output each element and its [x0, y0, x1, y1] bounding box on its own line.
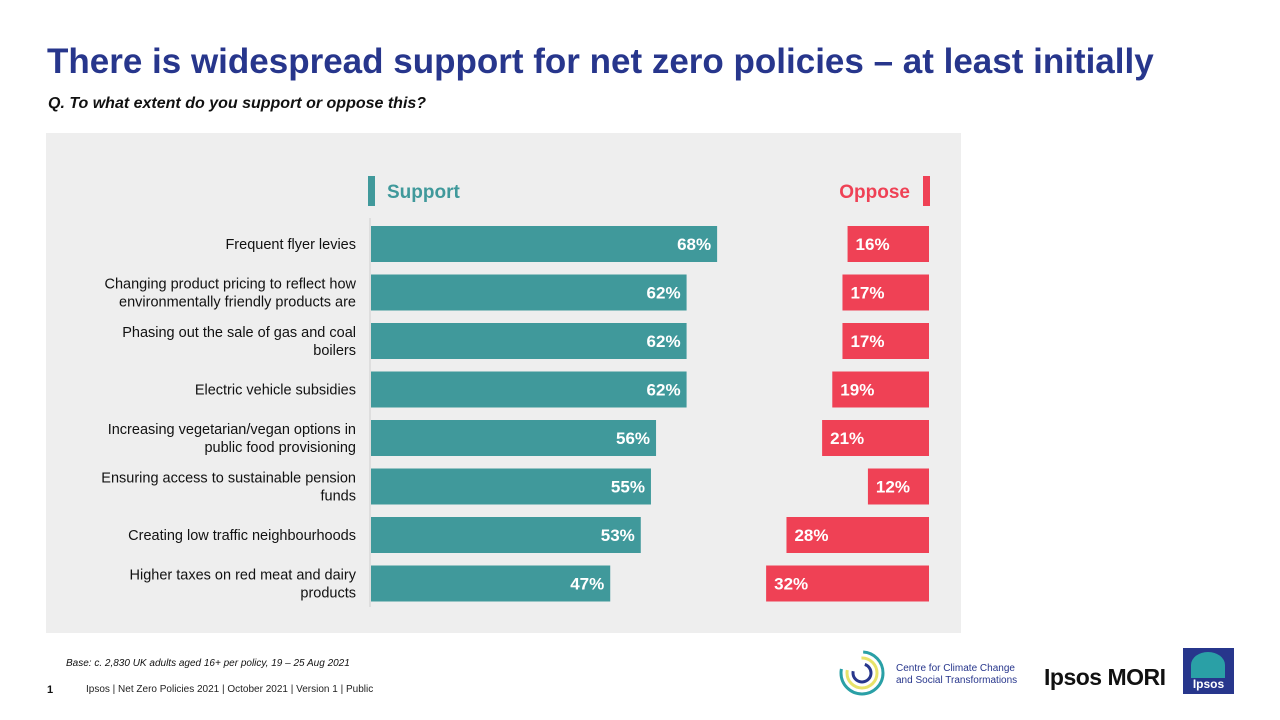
- survey-question: Q. To what extent do you support or oppo…: [48, 95, 427, 112]
- cast-logo-icon: [839, 650, 885, 696]
- support-bar: [371, 371, 687, 408]
- category-label: Phasing out the sale of gas and coal boil…: [122, 325, 356, 359]
- support-bar: [371, 420, 657, 456]
- oppose-bar: [842, 274, 929, 311]
- oppose-bar: [832, 371, 929, 408]
- oppose-bar: [847, 226, 929, 262]
- support-value-label: 56%: [616, 429, 650, 448]
- support-value-label: 53%: [601, 526, 635, 545]
- oppose-value-label: 32%: [774, 575, 808, 594]
- oppose-value-label: 19%: [840, 381, 874, 400]
- category-label: Increasing vegetarian/vegan options in pu…: [108, 422, 356, 456]
- support-bar: [371, 565, 611, 602]
- footer-text: Ipsos | Net Zero Policies 2021 | October…: [86, 684, 374, 695]
- oppose-value-label: 17%: [850, 284, 884, 303]
- base-note: Base: c. 2,830 UK adults aged 16+ per po…: [66, 658, 350, 669]
- legend-support-marker: [368, 176, 375, 206]
- ipsos-logo: Ipsos: [1183, 648, 1234, 694]
- legend-oppose-marker: [923, 176, 930, 206]
- legend-support-label: Support: [387, 182, 460, 203]
- oppose-value-label: 17%: [850, 332, 884, 351]
- category-label: Higher taxes on red meat and dairy produc…: [130, 568, 357, 602]
- support-value-label: 55%: [611, 478, 645, 497]
- page-title: There is widespread support for net zero…: [47, 42, 1154, 81]
- category-label: Electric vehicle subsidies: [195, 383, 356, 399]
- oppose-bar: [766, 565, 929, 602]
- oppose-value-label: 21%: [830, 429, 864, 448]
- ipsos-mori-logo: Ipsos MORI: [1044, 664, 1166, 690]
- support-value-label: 68%: [677, 235, 711, 254]
- oppose-value-label: 16%: [856, 235, 890, 254]
- ipsos-logo-arc-icon: [1191, 652, 1225, 678]
- category-label: Changing product pricing to reflect how e…: [105, 277, 357, 311]
- oppose-bar: [867, 468, 929, 505]
- category-label: Creating low traffic neighbourhoods: [128, 528, 356, 544]
- category-label: Ensuring access to sustainable pension fu…: [101, 471, 356, 505]
- bar-chart: Support Oppose Frequent flyer levies 68% 16%…: [101, 176, 930, 607]
- support-value-label: 62%: [647, 381, 681, 400]
- cast-logo-text: Centre for Climate Change and Social Tra…: [896, 663, 1018, 686]
- page-number: 1: [47, 684, 54, 696]
- oppose-bar: [842, 323, 929, 359]
- legend-oppose-label: Oppose: [839, 182, 910, 203]
- support-bar: [371, 323, 687, 359]
- support-value-label: 62%: [647, 284, 681, 303]
- oppose-value-label: 12%: [876, 478, 910, 497]
- support-value-label: 62%: [647, 332, 681, 351]
- oppose-bar: [786, 517, 929, 553]
- ipsos-logo-label: Ipsos: [1192, 677, 1225, 691]
- support-bar: [371, 517, 641, 553]
- support-bar: [371, 468, 651, 505]
- oppose-value-label: 28%: [794, 526, 828, 545]
- category-label: Frequent flyer levies: [225, 237, 356, 253]
- support-value-label: 47%: [570, 575, 604, 594]
- support-bar: [371, 274, 687, 311]
- support-bar: [371, 226, 718, 262]
- chart-panel: Support Oppose Frequent flyer levies 68% 16%…: [46, 133, 961, 633]
- oppose-bar: [822, 420, 929, 456]
